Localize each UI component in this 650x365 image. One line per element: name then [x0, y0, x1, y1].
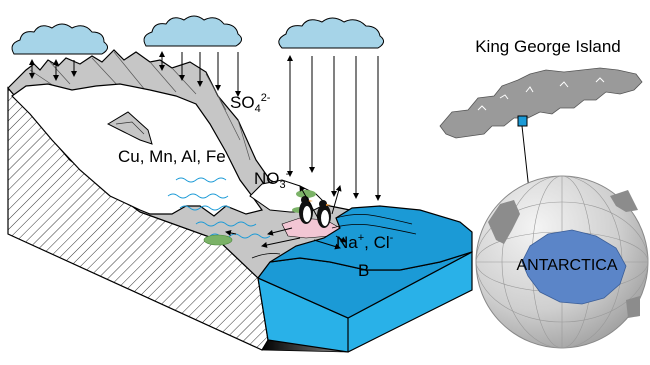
block-diagram	[7, 49, 473, 353]
moss-patch	[203, 234, 233, 246]
boron-label: B	[358, 261, 369, 280]
sulfate-label: SO42-	[230, 92, 271, 115]
antarctica-shape	[521, 229, 627, 305]
sea-top	[269, 205, 473, 271]
study-site-marker	[517, 115, 528, 127]
cloud-icon	[143, 15, 242, 47]
island-title: King George Island	[475, 37, 621, 56]
meltwater-streams	[167, 177, 271, 239]
south-america-shape	[488, 200, 520, 244]
antarctica-label: ANTARCTICA	[516, 257, 617, 274]
cloud-icon	[278, 17, 384, 49]
landmass-shape	[610, 190, 638, 212]
nunatak	[106, 111, 153, 145]
ridge-lines	[29, 51, 251, 161]
cloud-icon	[11, 23, 108, 55]
deposition-arrows	[29, 51, 381, 201]
island-fjords	[477, 77, 605, 111]
penguin-icon	[317, 200, 331, 228]
moss-patch	[296, 190, 316, 198]
nunatak-ridge	[115, 121, 145, 135]
process-arrows	[225, 185, 347, 250]
sodium-chloride-label: Na+, Cl-	[336, 232, 394, 252]
shore-waves	[251, 214, 417, 259]
nitrate-label: NO3-	[254, 168, 290, 191]
metals-label: Cu, Mn, Al, Fe	[118, 147, 226, 166]
landmass-shape	[626, 296, 640, 318]
glacier	[11, 83, 264, 217]
sea-edge	[257, 277, 349, 319]
king-george-island-map	[439, 67, 643, 139]
